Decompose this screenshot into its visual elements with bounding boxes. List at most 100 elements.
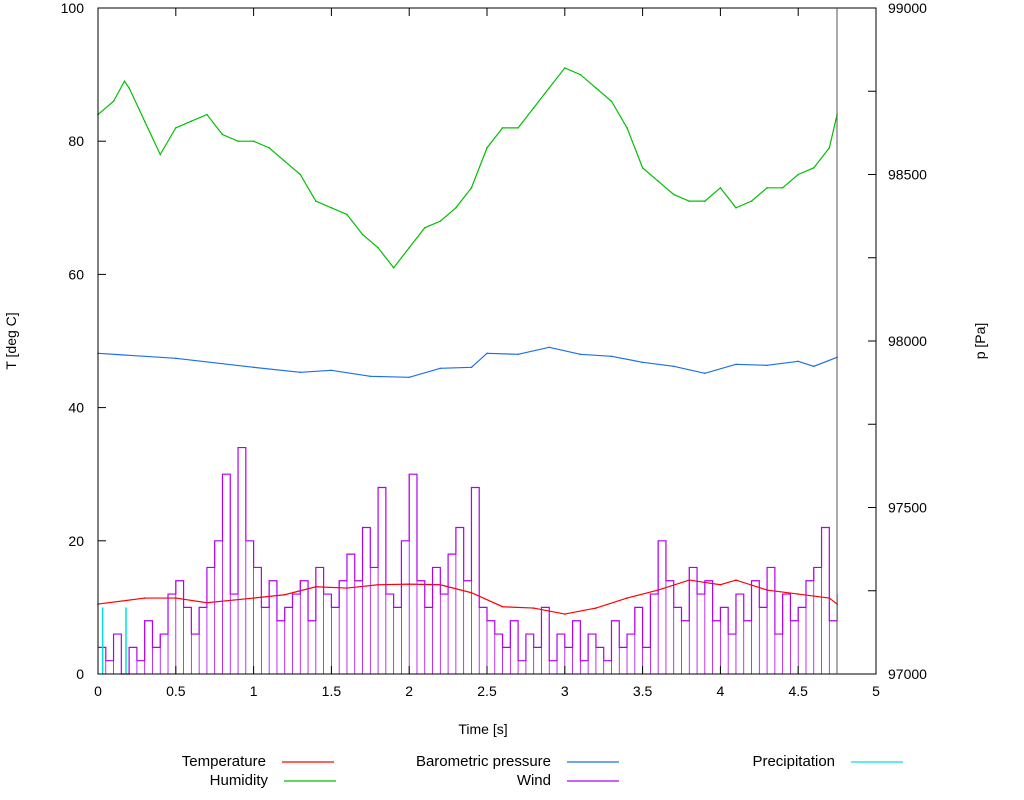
y-tick-label: 0 [76, 666, 84, 682]
humidity-point [828, 147, 831, 149]
humidity-line [97, 67, 838, 269]
legend-label: Wind [517, 772, 551, 789]
humidity-point [470, 187, 473, 189]
x-tick-label: 1.5 [322, 683, 342, 699]
humidity-point [143, 120, 146, 123]
humidity-point [330, 207, 333, 209]
humidity-point [626, 127, 628, 129]
humidity-point [579, 73, 582, 76]
barometric-pressure-point [299, 371, 302, 374]
humidity-point [190, 120, 193, 123]
barometric-pressure-point [704, 372, 706, 375]
wind-line [98, 446, 838, 675]
humidity-point [361, 233, 364, 236]
humidity-point [486, 147, 488, 149]
x-tick-label: 0 [94, 683, 102, 699]
barometric-pressure-point [252, 366, 255, 369]
humidity-point [781, 187, 784, 189]
humidity-point [610, 100, 613, 103]
y2-tick-label: 98000 [888, 333, 927, 349]
temperature-point [797, 593, 799, 595]
humidity-point [641, 167, 644, 169]
x-axis-label: Time [s] [458, 721, 507, 737]
y-tick-label: 40 [68, 400, 84, 416]
humidity-point [408, 246, 411, 249]
barometric-pressure-point [641, 361, 644, 364]
humidity-point [735, 207, 737, 209]
humidity-point [688, 200, 691, 202]
humidity-point [704, 200, 706, 202]
y-axis-label: T [deg C] [3, 312, 19, 369]
temperature-point [501, 605, 504, 608]
humidity-point [283, 160, 286, 162]
barometric-pressure-point [797, 360, 799, 363]
humidity-point [548, 87, 551, 89]
humidity-point [237, 140, 239, 142]
legend-label: Humidity [210, 772, 269, 789]
y-tick-label: 80 [68, 133, 84, 149]
y2-tick-label: 97000 [888, 666, 927, 682]
humidity-point [123, 80, 126, 83]
x-tick-label: 4 [717, 683, 725, 699]
legend-label: Barometric pressure [416, 753, 551, 770]
barometric-pressure-point [579, 353, 582, 356]
humidity-point [672, 193, 675, 196]
humidity-point [455, 207, 457, 209]
humidity-point [268, 147, 270, 149]
humidity-point [532, 107, 535, 109]
barometric-pressure-point [610, 355, 613, 358]
humidity-point [797, 173, 799, 176]
y-tick-label: 60 [68, 266, 84, 282]
legend-label: Temperature [182, 753, 266, 770]
temperature-point [719, 583, 722, 586]
humidity-point [501, 127, 504, 129]
y2-tick-label: 97500 [888, 500, 927, 516]
barometric-pressure-point [470, 366, 473, 369]
humidity-point [346, 213, 348, 216]
humidity-point [128, 87, 130, 89]
humidity-point [439, 220, 442, 222]
y-tick-label: 20 [68, 533, 84, 549]
temperature-point [735, 579, 737, 581]
humidity-point [159, 153, 162, 156]
humidity-point [517, 127, 519, 129]
barometric-pressure-point [175, 357, 177, 360]
x-tick-label: 1 [250, 683, 258, 699]
x-tick-label: 3.5 [633, 683, 653, 699]
x-tick-label: 2 [405, 683, 413, 699]
temperature-point [283, 593, 286, 596]
y2-tick-label: 98500 [888, 167, 927, 183]
legend: Temperature Humidity Barometric pressure Wi… [182, 753, 903, 789]
temperature-point [564, 613, 566, 615]
humidity-point [564, 67, 566, 69]
x-tick-label: 5 [872, 683, 880, 699]
legend-label: Precipitation [752, 753, 835, 770]
barometric-pressure-line [97, 346, 838, 378]
barometric-pressure-point [735, 363, 737, 366]
humidity-point [766, 187, 768, 189]
temperature-point [626, 597, 628, 599]
barometric-pressure-point [672, 365, 675, 368]
temperature-point [143, 597, 146, 599]
humidity-point [377, 246, 379, 249]
barometric-pressure-point [369, 375, 372, 378]
x-tick-label: 3 [561, 683, 569, 699]
axes: 0 0.5 1 1.5 2 2.5 3 3.5 4 4.5 5 0 20 40 60 80 100 97000 97… [61, 0, 928, 699]
humidity-point [221, 133, 224, 136]
x-tick-label: 4.5 [788, 683, 808, 699]
temperature-point [532, 607, 535, 609]
y2-tick-label: 99000 [888, 0, 927, 16]
humidity-point [315, 200, 317, 202]
barometric-pressure-point [439, 367, 442, 370]
barometric-pressure-point [517, 353, 519, 356]
x-tick-label: 2.5 [477, 683, 497, 699]
humidity-point [657, 180, 659, 182]
humidity-point [812, 167, 815, 169]
barometric-pressure-point [486, 352, 488, 355]
plot-series [97, 67, 838, 675]
temperature-line [97, 579, 838, 615]
barometric-pressure-point [330, 369, 333, 372]
humidity-point [392, 266, 395, 269]
barometric-pressure-point [408, 376, 411, 379]
